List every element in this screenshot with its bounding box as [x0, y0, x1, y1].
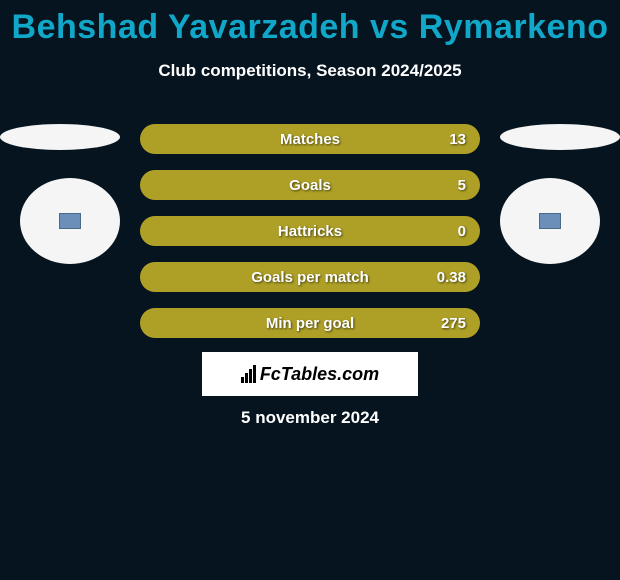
- stat-value: 0: [458, 223, 466, 240]
- stat-value: 13: [449, 131, 466, 148]
- branding-logo-text: FcTables.com: [241, 364, 379, 385]
- stat-label: Hattricks: [278, 223, 342, 240]
- stat-label: Min per goal: [266, 315, 354, 332]
- stat-label: Matches: [280, 131, 340, 148]
- logo-bars-icon: [241, 365, 256, 383]
- stat-row-goals: Goals 5: [140, 170, 480, 200]
- stat-value: 0.38: [437, 269, 466, 286]
- stat-value: 5: [458, 177, 466, 194]
- stat-row-goals-per-match: Goals per match 0.38: [140, 262, 480, 292]
- club-badge-right-icon: [539, 213, 561, 229]
- stat-label: Goals: [289, 177, 331, 194]
- footer-date: 5 november 2024: [0, 408, 620, 428]
- stat-label: Goals per match: [251, 269, 369, 286]
- page-title: Behshad Yavarzadeh vs Rymarkeno: [0, 0, 620, 47]
- player-avatar-left: [0, 124, 120, 150]
- logo-label: FcTables.com: [260, 364, 379, 385]
- branding-logo: FcTables.com: [202, 352, 418, 396]
- stat-row-matches: Matches 13: [140, 124, 480, 154]
- page-subtitle: Club competitions, Season 2024/2025: [0, 61, 620, 81]
- stat-value: 275: [441, 315, 466, 332]
- club-badge-left: [20, 178, 120, 264]
- stat-row-hattricks: Hattricks 0: [140, 216, 480, 246]
- stat-row-min-per-goal: Min per goal 275: [140, 308, 480, 338]
- club-badge-left-icon: [59, 213, 81, 229]
- stats-container: Matches 13 Goals 5 Hattricks 0 Goals per…: [140, 124, 480, 354]
- club-badge-right: [500, 178, 600, 264]
- player-avatar-right: [500, 124, 620, 150]
